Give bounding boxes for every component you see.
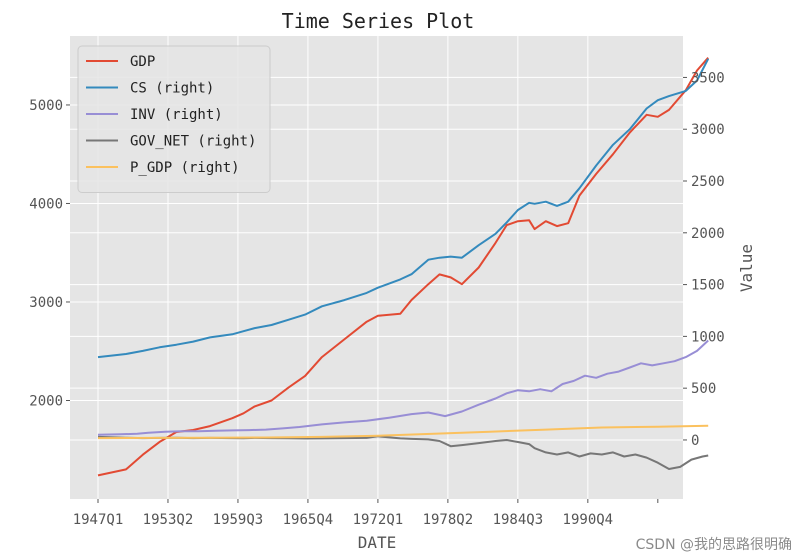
left-y-tick-label: 3000 <box>29 295 63 311</box>
legend-label: GDP <box>130 54 155 70</box>
legend-box <box>77 45 271 193</box>
series-line <box>97 424 709 440</box>
left-y-axis-ticks: 2000 3000 4000 5000 <box>29 98 70 409</box>
series-line <box>97 339 709 436</box>
x-tick-label: 1984Q3 <box>493 512 544 528</box>
x-tick-label: 1972Q1 <box>353 512 404 528</box>
right-y-tick-label: 3000 <box>691 122 725 138</box>
left-y-tick-label: 4000 <box>29 196 63 212</box>
right-y-tick-label: 1000 <box>691 329 725 345</box>
x-axis-title: DATE <box>358 533 397 552</box>
watermark: CSDN @我的思路很明确 <box>635 537 792 553</box>
series-line <box>97 58 710 359</box>
legend-label: GOV_NET (right) <box>130 134 256 150</box>
legend-label: INV (right) <box>130 107 223 123</box>
left-y-tick-label: 5000 <box>29 98 63 114</box>
right-y-tick-label: 0 <box>691 433 699 449</box>
legend-label: CS (right) <box>130 81 214 97</box>
right-y-axis-title: Value <box>737 244 756 292</box>
x-tick-label: 1978Q2 <box>423 512 474 528</box>
x-tick-label: 1965Q4 <box>283 512 334 528</box>
series-line <box>97 57 709 477</box>
x-axis-ticks: 1947Q1 1953Q2 1959Q3 1965Q4 1972Q1 1978Q2 1984… <box>73 499 659 528</box>
right-y-tick-label: 1500 <box>691 278 725 294</box>
x-tick-label: 1947Q1 <box>73 512 124 528</box>
right-y-tick-label: 2000 <box>691 226 725 242</box>
right-y-tick-label: 500 <box>691 381 716 397</box>
left-y-tick-label: 2000 <box>29 393 63 409</box>
x-tick-label: 1959Q3 <box>213 512 264 528</box>
right-y-tick-label: 3500 <box>691 70 725 86</box>
x-tick-label: 1953Q2 <box>143 512 194 528</box>
series-lines <box>97 57 710 477</box>
x-tick-label: 1990Q4 <box>563 512 614 528</box>
chart-title: Time Series Plot <box>282 9 475 33</box>
legend-label: P_GDP (right) <box>130 160 240 176</box>
legend: GDP CS (right) INV (right) GOV_NET (right) P… <box>77 45 271 193</box>
right-y-axis-ticks: 0 500 1000 1500 2000 2500 3000 3500 <box>683 70 725 449</box>
right-y-tick-label: 2500 <box>691 174 725 190</box>
